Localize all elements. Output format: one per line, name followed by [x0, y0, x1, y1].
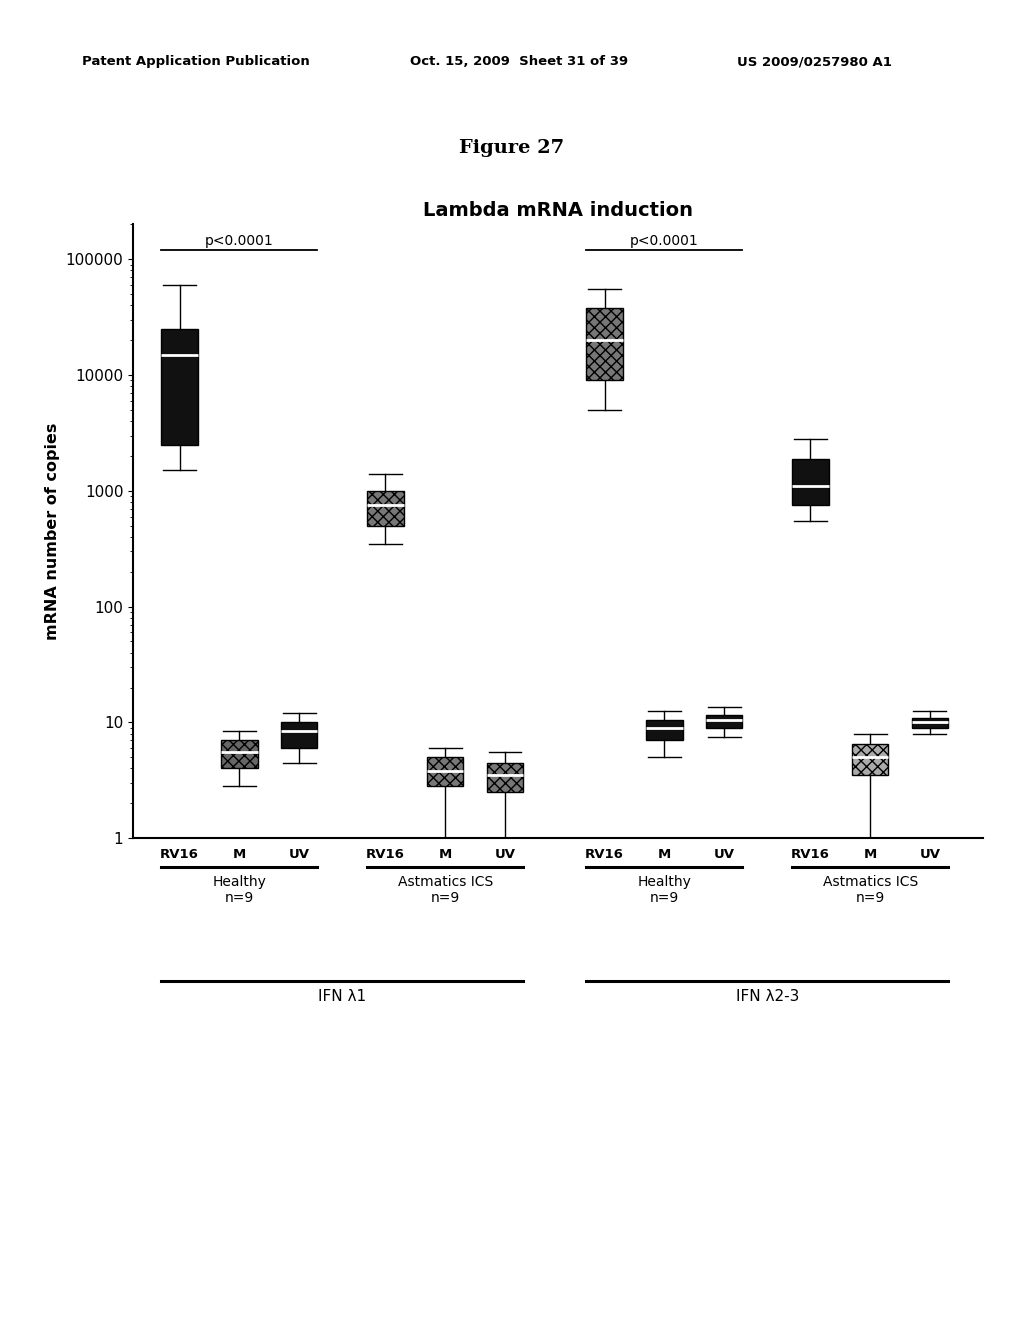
Bar	[852, 744, 889, 775]
Bar	[587, 308, 623, 380]
Y-axis label: mRNA number of copies: mRNA number of copies	[45, 422, 60, 640]
Bar	[911, 718, 948, 727]
Bar	[486, 763, 523, 792]
Bar	[706, 715, 742, 727]
Bar	[368, 491, 403, 525]
Text: IFN λ2-3: IFN λ2-3	[735, 989, 799, 1003]
Text: p<0.0001: p<0.0001	[630, 234, 698, 248]
Bar	[646, 719, 683, 741]
Text: Astmatics ICS
n=9: Astmatics ICS n=9	[397, 875, 493, 906]
Text: Oct. 15, 2009  Sheet 31 of 39: Oct. 15, 2009 Sheet 31 of 39	[410, 55, 628, 69]
Text: Healthy
n=9: Healthy n=9	[637, 875, 691, 906]
Text: US 2009/0257980 A1: US 2009/0257980 A1	[737, 55, 892, 69]
Text: Astmatics ICS
n=9: Astmatics ICS n=9	[822, 875, 918, 906]
Title: Lambda mRNA induction: Lambda mRNA induction	[423, 201, 693, 220]
Text: IFN λ1: IFN λ1	[318, 989, 367, 1003]
Bar	[162, 329, 198, 445]
Bar	[427, 758, 464, 787]
Bar	[281, 722, 317, 748]
Text: Healthy
n=9: Healthy n=9	[212, 875, 266, 906]
Bar	[793, 458, 828, 506]
Bar	[221, 741, 258, 768]
Text: p<0.0001: p<0.0001	[205, 234, 273, 248]
Text: Patent Application Publication: Patent Application Publication	[82, 55, 309, 69]
Text: Figure 27: Figure 27	[460, 139, 564, 157]
